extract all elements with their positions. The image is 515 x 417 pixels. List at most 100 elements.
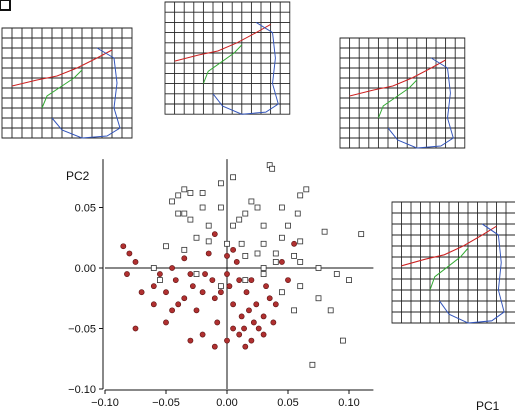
data-point-open-square: [238, 240, 245, 247]
data-point-filled-circle: [132, 259, 139, 265]
x-axis-title: PC1: [476, 399, 500, 412]
data-point-open-square: [333, 271, 340, 277]
data-point-filled-circle: [230, 301, 236, 308]
plot-area: −0.10 −0.05 0.00 0.05 0.10 −0.10 −0.05 0.00 0.05: [0, 0, 374, 409]
data-point-open-square: [254, 250, 261, 257]
data-point-open-square: [272, 259, 279, 265]
data-point-open-square: [297, 259, 304, 265]
data-point-filled-circle: [205, 250, 212, 257]
data-point-open-square: [236, 216, 243, 223]
data-point-filled-circle: [242, 343, 249, 350]
data-point-filled-circle: [199, 331, 206, 338]
data-point-filled-circle: [189, 283, 196, 290]
data-point-open-square: [339, 337, 346, 344]
data-point-filled-circle: [132, 325, 139, 332]
data-point-open-square: [150, 265, 157, 271]
x-tick-label: −0.05: [152, 397, 180, 409]
data-point-filled-circle: [163, 319, 169, 326]
data-point-open-square: [327, 307, 334, 314]
x-tick-label: 0.00: [216, 397, 237, 409]
data-point-open-square: [294, 210, 301, 217]
data-point-open-square: [291, 307, 298, 314]
data-point-open-square: [315, 265, 322, 271]
data-point-open-square: [205, 222, 212, 229]
data-point-filled-circle: [230, 325, 236, 332]
data-point-filled-circle: [199, 289, 206, 296]
data-point-filled-circle: [224, 252, 230, 259]
data-point-open-square: [297, 283, 304, 290]
data-point-open-square: [358, 231, 365, 238]
data-point-open-square: [291, 252, 298, 259]
data-point-filled-circle: [214, 319, 221, 326]
data-point-filled-circle: [193, 307, 200, 314]
data-point-filled-circle: [278, 259, 285, 265]
data-point-filled-circle: [202, 271, 208, 277]
deformation-grid-3: [339, 37, 466, 149]
data-point-filled-circle: [169, 307, 175, 314]
y-tick-label: −0.10: [68, 384, 96, 396]
data-point-filled-circle: [181, 295, 188, 302]
data-point-filled-circle: [126, 250, 133, 257]
data-point-open-square: [193, 271, 200, 277]
data-point-open-square: [278, 234, 285, 241]
data-point-open-square: [297, 238, 304, 245]
data-point-open-square: [242, 277, 249, 284]
data-point-open-square: [230, 174, 237, 181]
data-point-filled-circle: [248, 337, 255, 344]
y-axis-title: PC2: [66, 169, 90, 183]
data-point-open-square: [285, 222, 291, 229]
data-point-filled-circle: [226, 283, 233, 290]
data-point-open-square: [260, 271, 267, 277]
data-point-open-square: [175, 192, 182, 199]
data-point-filled-circle: [272, 301, 279, 308]
data-point-open-square: [260, 265, 267, 271]
data-point-open-square: [269, 165, 276, 172]
data-point-open-square: [217, 204, 224, 211]
data-point-open-square: [254, 204, 261, 211]
data-point-open-square: [230, 222, 237, 229]
data-point-filled-circle: [260, 331, 267, 338]
data-point-filled-circle: [124, 271, 130, 277]
data-point-open-square: [181, 186, 188, 193]
data-point-filled-circle: [236, 277, 243, 283]
data-point-open-square: [187, 190, 194, 196]
data-point-filled-circle: [211, 295, 218, 302]
data-point-open-square: [199, 204, 206, 211]
data-point-filled-circle: [156, 271, 163, 277]
data-point-open-square: [315, 295, 322, 302]
extreme-marker: [0, 0, 11, 11]
data-point-filled-circle: [150, 301, 157, 308]
data-point-filled-circle: [169, 265, 175, 271]
data-point-open-square: [260, 240, 267, 247]
data-point-filled-circle: [285, 277, 291, 283]
data-point-filled-circle: [175, 301, 182, 308]
data-point-filled-circle: [224, 337, 230, 344]
data-point-filled-circle: [241, 325, 247, 332]
data-point-open-square: [303, 186, 310, 193]
data-point-filled-circle: [248, 277, 255, 283]
data-point-open-square: [278, 289, 285, 296]
data-point-open-square: [248, 198, 255, 205]
data-point-open-square: [181, 210, 188, 217]
data-point-open-square: [321, 228, 328, 235]
data-point-filled-circle: [238, 313, 245, 320]
deformation-grid-2: [164, 1, 291, 115]
data-point-open-square: [309, 361, 316, 368]
deformation-grid-4: [391, 201, 515, 324]
deformation-grid-1: [1, 27, 133, 139]
data-point-open-square: [242, 210, 249, 217]
data-point-filled-circle: [230, 246, 236, 253]
data-point-open-square: [169, 198, 176, 205]
data-point-filled-circle: [253, 301, 260, 308]
data-point-filled-circle: [260, 313, 267, 320]
data-point-filled-circle: [187, 337, 194, 344]
data-point-open-square: [260, 222, 267, 229]
data-point-filled-circle: [291, 240, 297, 247]
y-tick-label: 0.00: [75, 263, 96, 275]
x-tick-label: −0.10: [91, 397, 119, 409]
data-point-open-square: [278, 204, 285, 211]
data-point-filled-circle: [211, 343, 218, 350]
data-point-filled-circle: [187, 271, 194, 277]
data-point-open-square: [242, 252, 249, 259]
data-point-open-square: [217, 283, 224, 290]
